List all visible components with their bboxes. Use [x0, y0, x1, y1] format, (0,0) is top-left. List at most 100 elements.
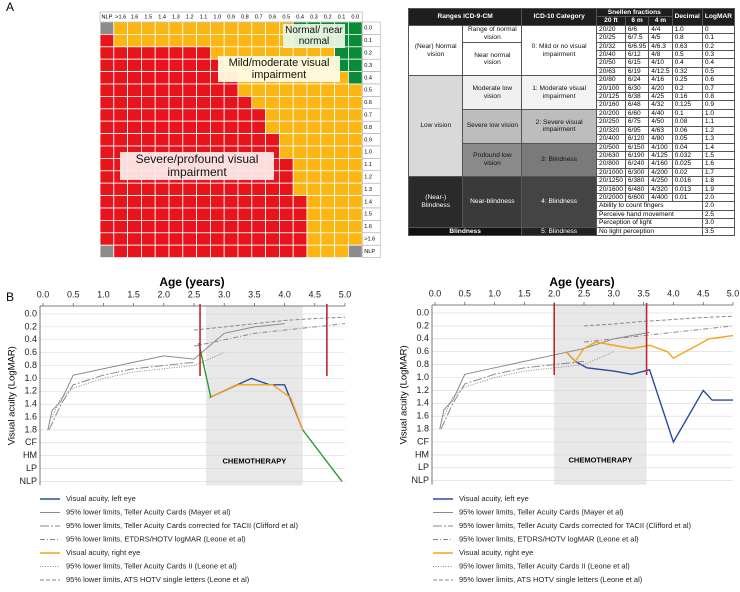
header-cell: LogMAR	[701, 8, 736, 26]
grid-cell	[113, 244, 129, 258]
x-axis-title: Age (years)	[549, 275, 614, 289]
table-cell: 6/48	[624, 100, 650, 110]
grid-cell	[99, 21, 115, 35]
table-cell: 4/80	[648, 134, 673, 144]
grid-cell	[168, 133, 184, 147]
table-cell: 4/10	[648, 58, 673, 68]
x-axis-title: Age (years)	[159, 275, 224, 289]
grid-cell	[237, 83, 253, 97]
grid-cell	[113, 46, 129, 60]
column-label: 1.3	[172, 14, 180, 20]
icd10-cell: 4: Blindness	[521, 176, 598, 228]
y-tick-label: 1.0	[24, 373, 37, 383]
grid-cell	[99, 145, 115, 159]
grid-cell	[113, 108, 129, 122]
grid-cell	[223, 232, 239, 246]
visual-acuity-table: Ranges ICD-9-CM ICD-10 Category Snellen fr…	[407, 7, 736, 236]
grid-cell	[99, 170, 115, 184]
grid-cell	[292, 83, 308, 97]
grid-cell	[99, 207, 115, 221]
grid-cell	[127, 120, 142, 134]
grid-cell	[223, 195, 239, 209]
x-tick-label: 5.0	[727, 288, 740, 298]
table-cell: 4/160	[648, 159, 673, 169]
grid-cell	[140, 219, 156, 234]
table-cell: Ability to count fingers	[596, 201, 703, 211]
header-cell: 4 m	[648, 16, 673, 26]
table-cell: 0.3	[701, 50, 736, 60]
grid-cell	[127, 34, 142, 48]
grid-cell	[113, 83, 129, 97]
grid-cell	[347, 182, 363, 196]
column-label: 0.9	[227, 14, 235, 20]
table-cell: 0.25	[671, 75, 703, 85]
grid-cell	[209, 120, 225, 134]
grid-cell	[334, 182, 349, 196]
row-label: 0.9	[364, 137, 372, 143]
column-label: NLP	[101, 14, 112, 20]
table-cell: 3.5	[701, 226, 736, 236]
grid-cell	[154, 120, 170, 134]
table-cell: 20/125	[596, 92, 626, 102]
icd9-subrange-cell: Severe low vision	[462, 108, 523, 144]
icd9-subrange-cell: Blindness	[407, 226, 523, 236]
table-cell: 0.016	[671, 176, 703, 186]
grid-cell	[182, 21, 198, 35]
table-cell: 4/40	[648, 108, 673, 119]
grid-cell	[182, 244, 198, 258]
grid-cell	[306, 83, 322, 97]
table-cell: 20/400	[596, 134, 626, 144]
grid-cell	[209, 207, 225, 221]
grid-cell	[168, 207, 184, 221]
grid-cell	[154, 58, 170, 73]
grid-cell	[99, 232, 115, 246]
legend-label: 95% lower limits, Teller Acuity Cards (M…	[459, 507, 624, 516]
grid-cell	[306, 96, 322, 110]
x-tick-label: 4.5	[697, 288, 710, 298]
grid-cell	[347, 83, 363, 97]
series-line	[193, 323, 346, 347]
series-line	[443, 351, 614, 417]
icd9-range-cell: Low vision	[407, 75, 464, 178]
grid-cell	[251, 120, 267, 134]
legend-label: 95% lower limits, ETDRS/HOTV logMAR (Leo…	[459, 534, 639, 543]
table-cell: No light perception	[596, 226, 703, 236]
grid-cell	[196, 195, 211, 209]
icd9-range-cell: (Near) Normal vision	[407, 24, 464, 77]
grid-cell	[99, 108, 115, 122]
series-line	[565, 334, 734, 363]
table-row: 20/63 6/19 4/12.5 0.32 0.5	[409, 66, 736, 77]
grid-cell	[306, 108, 322, 122]
region-label: Mild/moderate visual impairment	[218, 56, 340, 83]
grid-cell	[251, 219, 267, 234]
grid-cell	[334, 195, 349, 209]
icd10-cell: 3: Blindness	[521, 142, 598, 178]
grid-cell	[223, 182, 239, 196]
grid-cell	[223, 21, 239, 35]
grid-cell	[265, 207, 280, 221]
y-tick-label: CF	[25, 437, 37, 447]
grid-cell	[209, 219, 225, 234]
grid-cell	[334, 108, 349, 122]
table-row: Near normal vision 20/32 6/6.95 4/6.3 0.63 0.…	[409, 41, 736, 77]
grid-cell	[223, 108, 239, 122]
grid-cell	[320, 96, 335, 110]
grid-cell	[209, 133, 225, 147]
grid-cell	[251, 21, 267, 35]
grid-cell	[182, 133, 198, 147]
grid-cell	[320, 145, 335, 159]
legend-label: 95% lower limits, Teller Acuity Cards (M…	[66, 507, 231, 516]
grid-cell	[196, 120, 211, 134]
table-row: Low vision Moderate low vision 1: Moderate…	[407, 75, 736, 178]
x-tick-label: 2.5	[578, 288, 591, 298]
grid-cell	[209, 108, 225, 122]
grid-cell	[320, 133, 335, 147]
grid-cell	[140, 83, 156, 97]
grid-cell	[113, 207, 129, 221]
grid-cell	[182, 195, 198, 209]
panel-label: A	[6, 0, 14, 14]
table-cell: 6/120	[624, 134, 650, 144]
grid-cell	[237, 21, 253, 35]
table-cell: 0.06	[671, 125, 703, 136]
table-cell: 20/160	[596, 100, 626, 110]
